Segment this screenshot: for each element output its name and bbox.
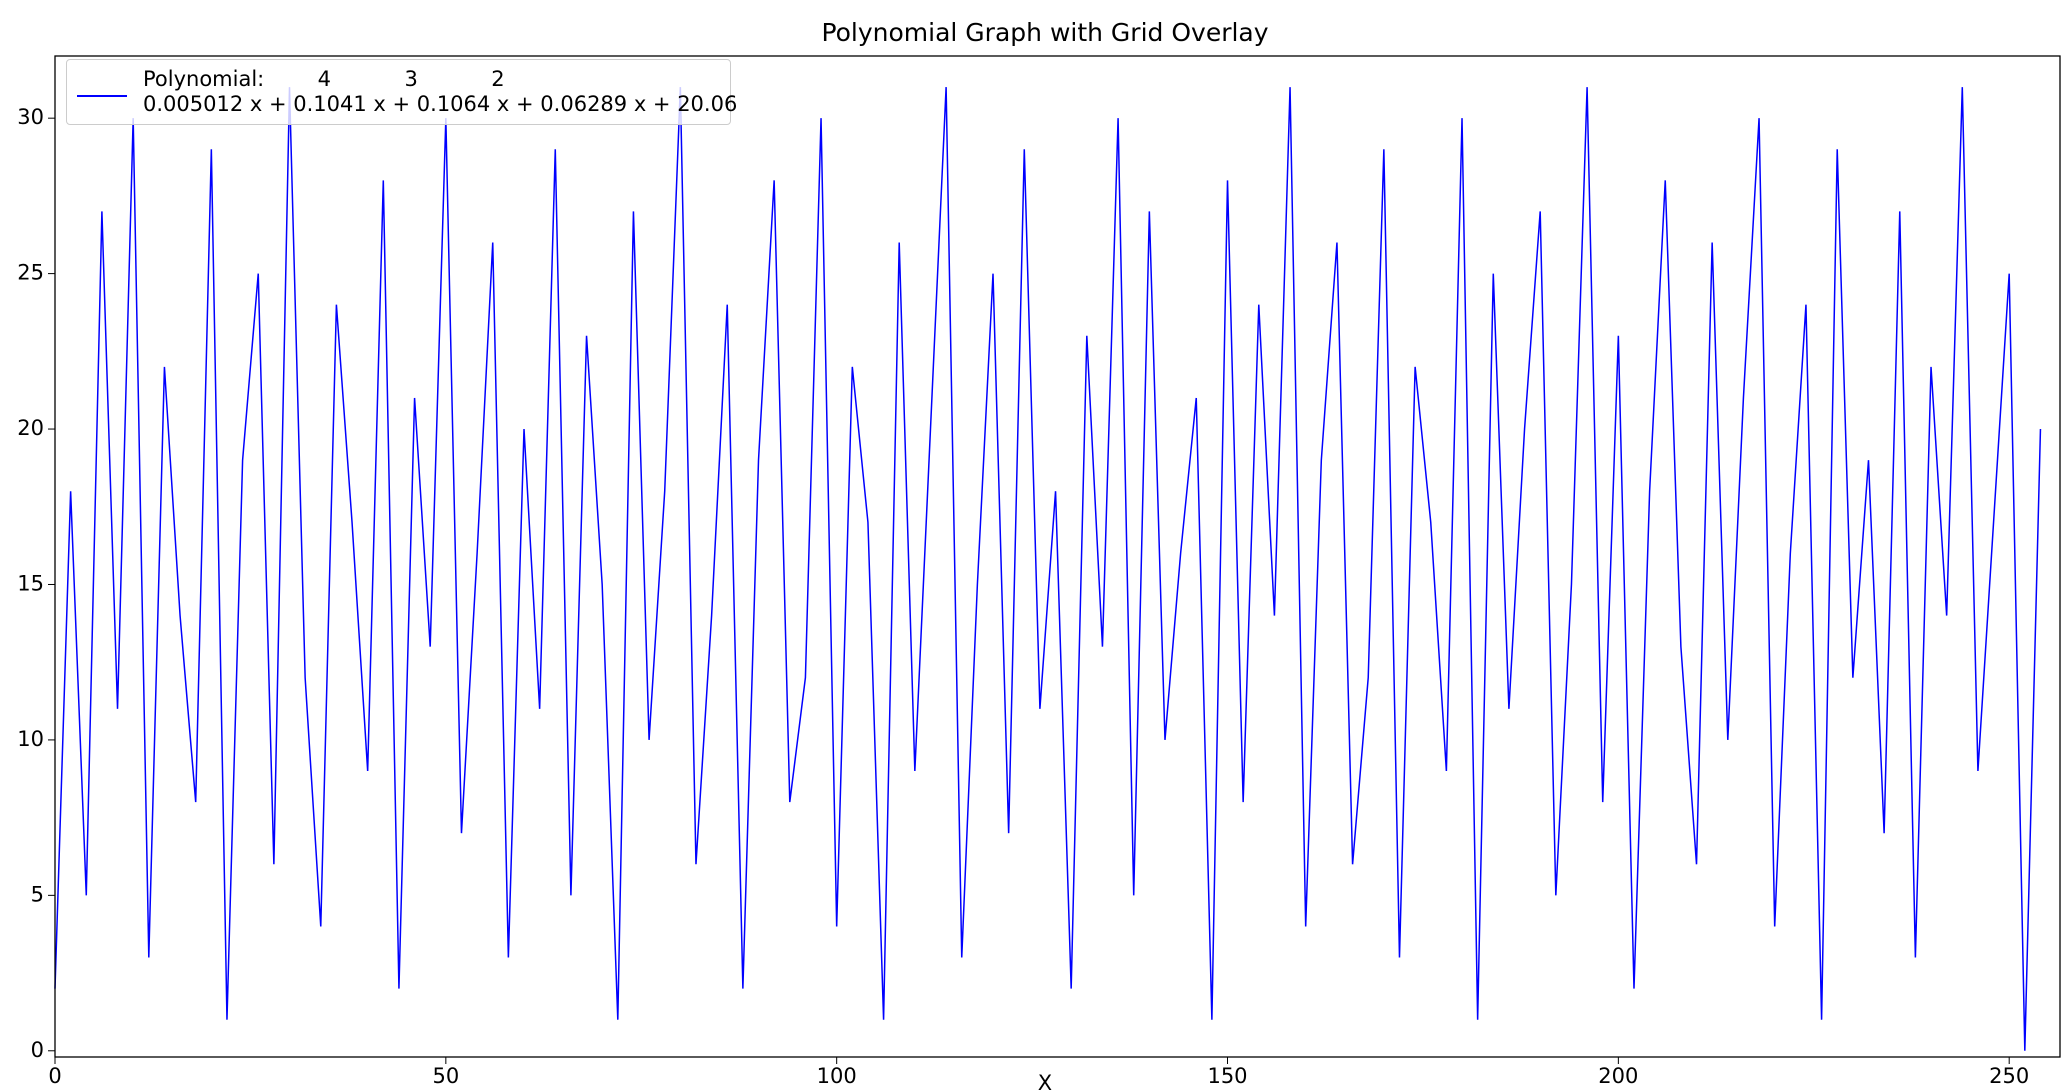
x-tick-label: 100 [817, 1064, 857, 1088]
x-tick-label: 150 [1207, 1064, 1247, 1088]
legend-swatch [77, 95, 127, 97]
y-tick-label: 0 [31, 1038, 44, 1062]
y-tick-label: 15 [17, 571, 44, 595]
y-tick-label: 30 [17, 105, 44, 129]
y-tick-label: 20 [17, 416, 44, 440]
y-tick-label: 10 [17, 727, 44, 751]
y-tick-label: 5 [31, 882, 44, 906]
x-tick-label: 200 [1598, 1064, 1638, 1088]
x-axis-label: X [1038, 1071, 1052, 1092]
data-line [54, 87, 2042, 1051]
chart-title: Polynomial Graph with Grid Overlay [821, 18, 1268, 47]
y-tick-label: 25 [17, 261, 44, 285]
legend-label: Polynomial: 4 3 2 0.005012 x + 0.1041 x … [143, 67, 738, 116]
legend: Polynomial: 4 3 2 0.005012 x + 0.1041 x … [66, 59, 737, 125]
x-tick-label: 250 [1989, 1064, 2029, 1088]
plot-frame [54, 55, 2061, 1058]
x-tick-label: 0 [48, 1064, 61, 1088]
x-tick-label: 50 [432, 1064, 459, 1088]
